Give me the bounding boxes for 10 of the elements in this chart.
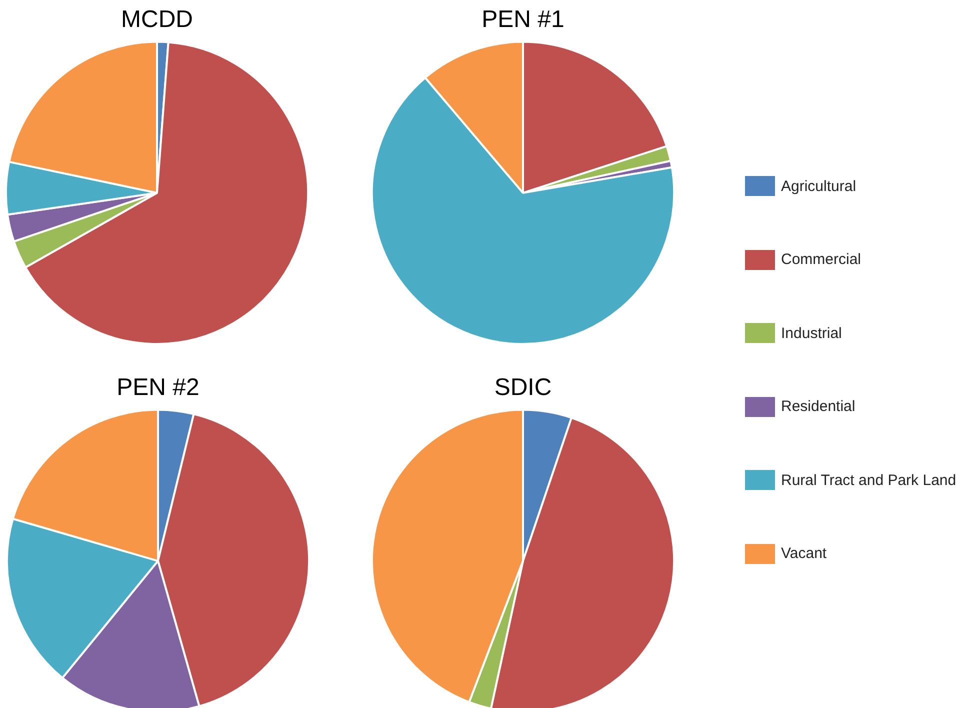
legend-label: Commercial bbox=[781, 251, 862, 268]
legend-label: Industrial bbox=[781, 324, 842, 342]
chart-title: SDIC bbox=[494, 374, 552, 402]
legend-label: Agricultural bbox=[781, 178, 856, 194]
legend-label: Residential bbox=[781, 398, 856, 416]
chart-title: PEN #1 bbox=[482, 6, 564, 34]
chart-title: PEN #2 bbox=[116, 374, 200, 402]
legend-label: Vacant bbox=[781, 545, 827, 562]
legend-label: Rural Tract and Park Land bbox=[781, 472, 956, 489]
chart-title: MCDD bbox=[121, 6, 193, 34]
